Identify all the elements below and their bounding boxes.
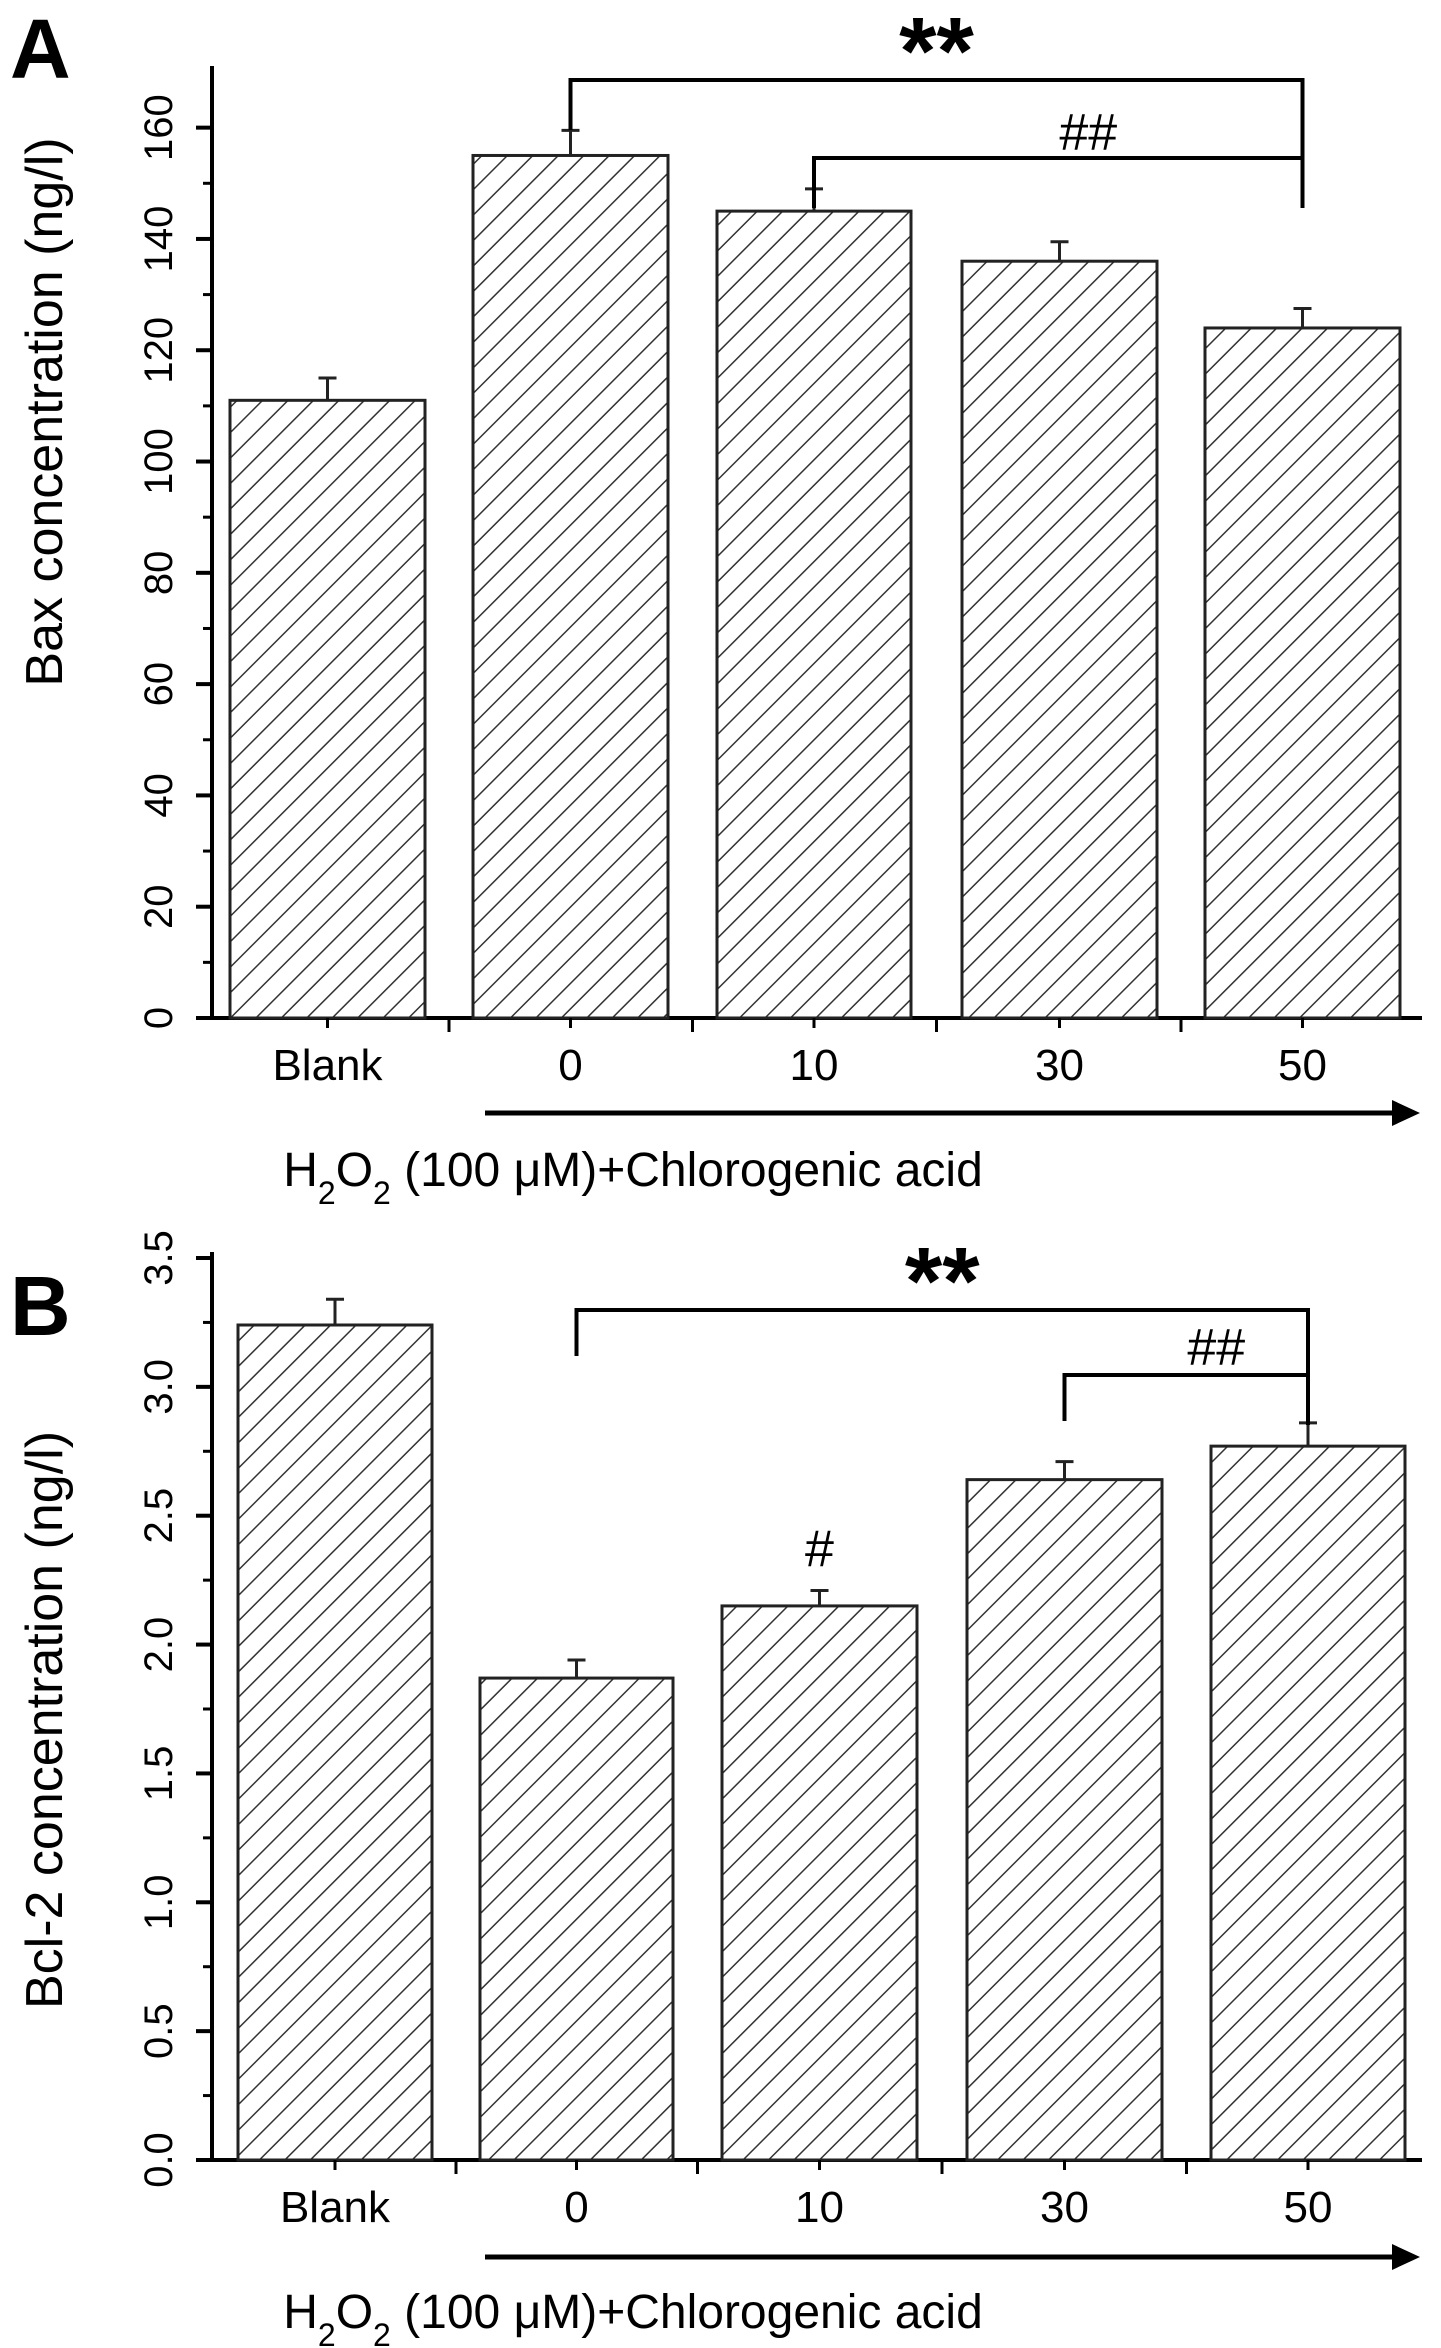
panel-b-x-tick-label: 50 [1284, 2183, 1333, 2232]
panel-b-sig-label: ** [905, 1228, 980, 1335]
panel-a-sig-label: ** [899, 0, 974, 105]
panel-a-y-tick-label: 40 [137, 773, 181, 818]
panel-a-x-tick-label: 0 [558, 1041, 582, 1090]
panel-a-y-tick-label: 60 [137, 662, 181, 707]
panel-b-y-tick-label: 2.0 [137, 1617, 181, 1673]
panel-a-y-tick-label: 140 [137, 206, 181, 273]
panel-b-y-tick-label: 1.5 [137, 1746, 181, 1802]
panel-a-bar-Blank [228, 398, 427, 1020]
panel-a-bottom-label: H2O2 (100 μM)+Chlorogenic acid [283, 1144, 983, 1211]
panel-b-bar-50 [1209, 1444, 1407, 2162]
panel-a-x-tick-label: Blank [272, 1041, 383, 1090]
panel-b-y-tick-label: 2.5 [137, 1488, 181, 1544]
panel-a-y-tick-label: 120 [137, 317, 181, 384]
panel-b-bar-0 [478, 1676, 675, 2162]
panel-a-plot: 0 20 40 60 80 100 120 140 160 Blank 0 10 30 50 ** ## [137, 0, 1422, 1090]
panel-b-y-tick-label: 0.5 [137, 2003, 181, 2059]
panel-a-bar-30 [960, 259, 1159, 1020]
panel-b-sig-label: # [805, 1520, 834, 1578]
panel-a-y-tick-label: 100 [137, 428, 181, 495]
panel-a-y-tick-label: 160 [137, 94, 181, 161]
panel-a-arrow [485, 1100, 1420, 1126]
panel-b-y-tick-label: 3.0 [137, 1359, 181, 1415]
panel-a-y-tick-label: 20 [137, 884, 181, 929]
panel-b-bar-10 [720, 1604, 919, 2162]
panel-b-sig-bracket [574, 1308, 1310, 1400]
panel-b-x-tick-label: 10 [795, 2183, 844, 2232]
panel-b-sig-label: ## [1187, 1319, 1245, 1377]
panel-a-letter: A [10, 2, 71, 96]
panel-b-bar-30 [965, 1478, 1164, 2162]
panel-a-sig-bracket [812, 156, 1305, 208]
panel-a-y-axis-title: Bax concentration (ng/l) [16, 137, 74, 686]
panel-a-sig-bracket [568, 78, 1305, 170]
panel-b-sig-bracket [1062, 1373, 1310, 1425]
panel-b-y-tick-label: 0.0 [137, 2132, 181, 2188]
panel-a-sig-label: ## [1059, 104, 1117, 162]
panel-a-bar-0 [471, 153, 670, 1020]
panel-b-bottom-label: H2O2 (100 μM)+Chlorogenic acid [283, 2286, 983, 2348]
panel-b-y-tick-label: 3.5 [137, 1230, 181, 1286]
panel-a-y-tick-label: 0 [137, 1007, 181, 1029]
panel-b-bar-Blank [236, 1323, 434, 2162]
panel-a-x-tick-label: 30 [1035, 1041, 1084, 1090]
panel-b-y-tick-label: 1.0 [137, 1874, 181, 1930]
panel-a-bar-10 [715, 209, 913, 1020]
panel-a-x-tick-label: 10 [790, 1041, 839, 1090]
panel-b-y-axis-title: Bcl-2 concentration (ng/l) [16, 1431, 74, 2009]
panel-a-bar-50 [1203, 326, 1402, 1020]
panel-b-letter: B [10, 1259, 71, 1353]
panel-a-x-tick-label: 50 [1278, 1041, 1327, 1090]
panel-b-x-tick-label: 30 [1040, 2183, 1089, 2232]
panel-b-x-tick-label: Blank [280, 2183, 391, 2232]
panel-b-x-tick-label: 0 [564, 2183, 588, 2232]
panel-a-y-tick-label: 80 [137, 551, 181, 596]
panel-b-arrow [485, 2244, 1420, 2270]
